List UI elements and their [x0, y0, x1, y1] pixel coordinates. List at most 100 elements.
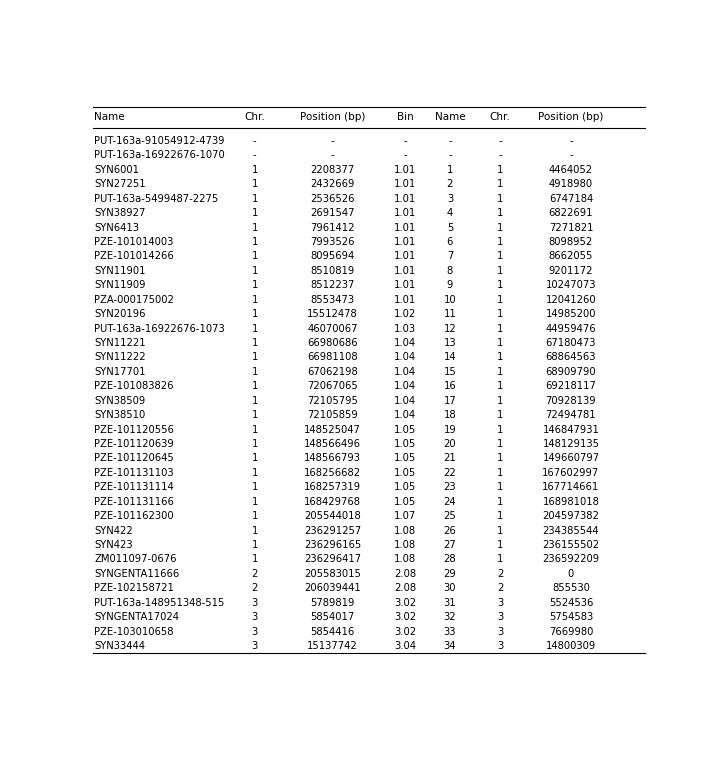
Text: Bin: Bin [397, 112, 414, 122]
Text: 6822691: 6822691 [549, 208, 593, 218]
Text: -: - [570, 136, 573, 146]
Text: 19: 19 [444, 425, 456, 435]
Text: 1: 1 [251, 353, 258, 363]
Text: SYN27251: SYN27251 [94, 179, 146, 189]
Text: 1.03: 1.03 [395, 324, 416, 334]
Text: 1: 1 [251, 179, 258, 189]
Text: 1: 1 [251, 454, 258, 464]
Text: 8: 8 [447, 266, 453, 276]
Text: 167602997: 167602997 [542, 468, 600, 478]
Text: 21: 21 [444, 454, 456, 464]
Text: 1: 1 [251, 526, 258, 536]
Text: 236291257: 236291257 [304, 526, 361, 536]
Text: 1.01: 1.01 [394, 223, 416, 233]
Text: 3: 3 [251, 627, 258, 636]
Text: 5854017: 5854017 [310, 612, 355, 622]
Text: 1: 1 [497, 526, 503, 536]
Text: 1.01: 1.01 [394, 164, 416, 175]
Text: 72067065: 72067065 [307, 381, 358, 392]
Text: PZE-101120639: PZE-101120639 [94, 439, 174, 449]
Text: 9201172: 9201172 [549, 266, 593, 276]
Text: 1.01: 1.01 [394, 295, 416, 304]
Text: 5789819: 5789819 [310, 597, 355, 608]
Text: 1: 1 [251, 496, 258, 506]
Text: 1: 1 [497, 454, 503, 464]
Text: 70928139: 70928139 [546, 396, 596, 405]
Text: 1: 1 [497, 468, 503, 478]
Text: SYNGENTA11666: SYNGENTA11666 [94, 569, 180, 579]
Text: PZE-102158721: PZE-102158721 [94, 584, 174, 594]
Text: PUT-163a-16922676-1070: PUT-163a-16922676-1070 [94, 151, 225, 161]
Text: 15: 15 [444, 367, 456, 377]
Text: 1: 1 [251, 338, 258, 348]
Text: 148566496: 148566496 [305, 439, 361, 449]
Text: 1.05: 1.05 [394, 439, 416, 449]
Text: 1: 1 [497, 540, 503, 550]
Text: Position (bp): Position (bp) [539, 112, 603, 122]
Text: 148566793: 148566793 [305, 454, 361, 464]
Text: -: - [498, 136, 502, 146]
Text: 149660797: 149660797 [542, 454, 600, 464]
Text: 9: 9 [446, 280, 453, 290]
Text: 1: 1 [497, 266, 503, 276]
Text: 14985200: 14985200 [546, 309, 596, 319]
Text: 1: 1 [251, 555, 258, 565]
Text: 236296417: 236296417 [304, 555, 361, 565]
Text: 1: 1 [497, 164, 503, 175]
Text: 167714661: 167714661 [542, 483, 600, 493]
Text: 4464052: 4464052 [549, 164, 593, 175]
Text: 7669980: 7669980 [549, 627, 593, 636]
Text: 1: 1 [251, 194, 258, 203]
Text: 32: 32 [444, 612, 456, 622]
Text: 3.02: 3.02 [395, 612, 416, 622]
Text: 5524536: 5524536 [549, 597, 593, 608]
Text: SYN38510: SYN38510 [94, 410, 145, 420]
Text: 1.05: 1.05 [394, 483, 416, 493]
Text: 204597382: 204597382 [543, 511, 600, 521]
Text: SYN38509: SYN38509 [94, 396, 145, 405]
Text: 46070067: 46070067 [307, 324, 358, 334]
Text: 1: 1 [497, 353, 503, 363]
Text: ZM011097-0676: ZM011097-0676 [94, 555, 177, 565]
Text: PZE-101131166: PZE-101131166 [94, 496, 174, 506]
Text: 3: 3 [251, 612, 258, 622]
Text: 1: 1 [497, 309, 503, 319]
Text: -: - [570, 151, 573, 161]
Text: 1: 1 [251, 425, 258, 435]
Text: 2208377: 2208377 [310, 164, 355, 175]
Text: 67180473: 67180473 [546, 338, 596, 348]
Text: 1: 1 [497, 179, 503, 189]
Text: PZE-103010658: PZE-103010658 [94, 627, 174, 636]
Text: 4: 4 [447, 208, 453, 218]
Text: 8510819: 8510819 [310, 266, 355, 276]
Text: 67062198: 67062198 [307, 367, 358, 377]
Text: 33: 33 [444, 627, 456, 636]
Text: -: - [331, 136, 335, 146]
Text: 30: 30 [444, 584, 456, 594]
Text: 1.05: 1.05 [394, 468, 416, 478]
Text: 1.01: 1.01 [394, 179, 416, 189]
Text: 1: 1 [497, 280, 503, 290]
Text: 72105795: 72105795 [307, 396, 358, 405]
Text: -: - [331, 151, 335, 161]
Text: SYN11909: SYN11909 [94, 280, 146, 290]
Text: 1: 1 [251, 309, 258, 319]
Text: PZE-101120556: PZE-101120556 [94, 425, 174, 435]
Text: SYN11222: SYN11222 [94, 353, 146, 363]
Text: 1: 1 [251, 439, 258, 449]
Text: 1.01: 1.01 [394, 266, 416, 276]
Text: 1: 1 [497, 324, 503, 334]
Text: 1: 1 [497, 425, 503, 435]
Text: 12041260: 12041260 [546, 295, 596, 304]
Text: SYN11901: SYN11901 [94, 266, 146, 276]
Text: 1: 1 [497, 496, 503, 506]
Text: 1: 1 [497, 396, 503, 405]
Text: 3: 3 [497, 641, 503, 651]
Text: 1: 1 [251, 252, 258, 262]
Text: 1: 1 [251, 324, 258, 334]
Text: 1: 1 [251, 295, 258, 304]
Text: -: - [253, 151, 256, 161]
Text: 11: 11 [444, 309, 456, 319]
Text: 23: 23 [444, 483, 456, 493]
Text: 66981108: 66981108 [307, 353, 358, 363]
